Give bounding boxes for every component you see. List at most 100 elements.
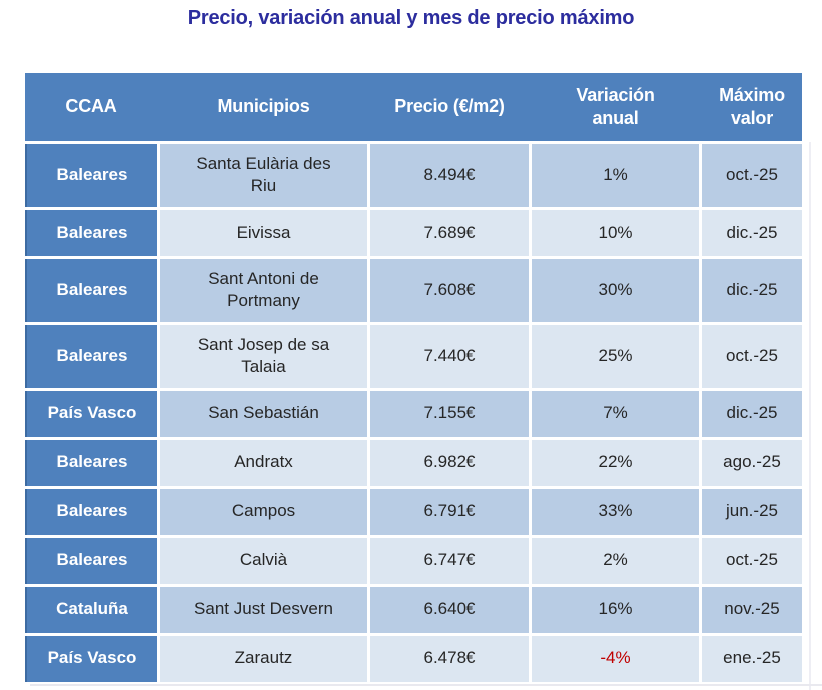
cell-maximo-value: jun.-25: [726, 501, 778, 521]
cell-ccaa-value: Baleares: [56, 452, 128, 472]
cell-precio-value: 7.689€: [423, 222, 476, 242]
cell-variacion: 1%: [532, 144, 699, 207]
cell-municipio-value: Santa Eulària des Riu: [196, 154, 331, 196]
column-header-maximo: Máximo valor: [702, 73, 802, 141]
cell-variacion: 25%: [532, 324, 699, 388]
cell-maximo: dic.-25: [702, 390, 802, 437]
cell-municipio: Calvià: [160, 537, 367, 584]
cell-precio: 7.608€: [370, 258, 529, 322]
cell-precio: 6.982€: [370, 439, 529, 486]
cell-ccaa: Baleares: [25, 537, 157, 584]
cell-variacion-value: -4%: [600, 648, 631, 668]
cell-maximo: jun.-25: [702, 488, 802, 535]
table-row: País Vasco San Sebastián 7.155€ 7% dic.-25: [25, 390, 802, 437]
bottom-edge-hairline: [30, 684, 822, 686]
cell-variacion: 2%: [532, 537, 699, 584]
cell-precio: 6.747€: [370, 537, 529, 584]
cell-variacion-value: 2%: [603, 550, 628, 570]
column-header-label: Precio (€/m2): [394, 96, 505, 117]
cell-ccaa: Baleares: [25, 144, 157, 207]
cell-maximo: dic.-25: [702, 258, 802, 322]
table-header-row: CCAA Municipios Precio (€/m2) Variación anu…: [25, 73, 802, 141]
cell-maximo: nov.-25: [702, 586, 802, 633]
cell-ccaa: Baleares: [25, 258, 157, 322]
cell-ccaa-value: País Vasco: [47, 648, 137, 668]
cell-ccaa-value: País Vasco: [47, 403, 137, 423]
cell-ccaa-value: Baleares: [56, 345, 128, 365]
cell-municipio-value: Calvià: [239, 550, 288, 570]
table-row: Baleares Eivissa 7.689€ 10% dic.-25: [25, 209, 802, 256]
price-table: CCAA Municipios Precio (€/m2) Variación anu…: [25, 73, 802, 682]
cell-municipio: San Sebastián: [160, 390, 367, 437]
column-header-ccaa: CCAA: [25, 73, 157, 141]
cell-municipio-value: Andratx: [234, 452, 293, 472]
cell-precio: 7.440€: [370, 324, 529, 388]
cell-precio-value: 6.747€: [423, 550, 476, 570]
cell-precio: 7.689€: [370, 209, 529, 256]
cell-variacion: 7%: [532, 390, 699, 437]
cell-maximo: ago.-25: [702, 439, 802, 486]
cell-municipio: Zarautz: [160, 635, 367, 682]
table-body: Baleares Santa Eulària des Riu 8.494€ 1% oct…: [25, 144, 802, 682]
cell-precio-value: 6.982€: [423, 452, 476, 472]
table-row: Cataluña Sant Just Desvern 6.640€ 16% nov.-2…: [25, 586, 802, 633]
cell-maximo-value: oct.-25: [726, 550, 778, 570]
cell-ccaa: País Vasco: [25, 635, 157, 682]
cell-maximo: dic.-25: [702, 209, 802, 256]
cell-variacion-value: 33%: [598, 501, 633, 521]
cell-precio: 6.478€: [370, 635, 529, 682]
cell-ccaa: Baleares: [25, 209, 157, 256]
cell-variacion: 10%: [532, 209, 699, 256]
cell-municipio: Sant Antoni de Portmany: [160, 258, 367, 322]
cell-variacion: 33%: [532, 488, 699, 535]
cell-maximo-value: oct.-25: [726, 345, 778, 365]
cell-variacion-value: 7%: [603, 403, 628, 423]
cell-variacion-value: 10%: [598, 222, 633, 242]
cell-maximo: oct.-25: [702, 144, 802, 207]
cell-municipio-value: Zarautz: [234, 648, 293, 668]
chart-title: Precio, variación anual y mes de precio …: [187, 7, 635, 29]
cell-municipio-value: Sant Just Desvern: [194, 599, 333, 619]
cell-ccaa-value: Baleares: [56, 280, 128, 300]
cell-maximo: oct.-25: [702, 324, 802, 388]
cell-precio-value: 6.791€: [423, 501, 476, 521]
cell-ccaa-value: Baleares: [56, 165, 128, 185]
cell-municipio-value: Sant Antoni de Portmany: [208, 268, 319, 311]
cell-variacion-value: 30%: [598, 280, 633, 300]
table-row: Baleares Calvià 6.747€ 2% oct.-25: [25, 537, 802, 584]
table-row: Baleares Santa Eulària des Riu 8.494€ 1% oct…: [25, 144, 802, 207]
cell-precio: 6.640€: [370, 586, 529, 633]
cell-maximo: oct.-25: [702, 537, 802, 584]
cell-precio-value: 7.155€: [423, 403, 476, 423]
column-header-variacion: Variación anual: [532, 73, 699, 141]
cell-municipio: Sant Just Desvern: [160, 586, 367, 633]
cell-municipio: Sant Josep de sa Talaia: [160, 324, 367, 388]
right-edge-hairline: [809, 142, 811, 690]
cell-variacion-value: 25%: [598, 345, 633, 365]
cell-precio-value: 8.494€: [423, 165, 476, 185]
cell-variacion: 22%: [532, 439, 699, 486]
cell-precio-value: 6.640€: [423, 599, 476, 619]
cell-precio-value: 7.440€: [423, 345, 476, 365]
cell-ccaa-value: Cataluña: [56, 599, 128, 619]
cell-municipio: Campos: [160, 488, 367, 535]
table-row: Baleares Andratx 6.982€ 22% ago.-25: [25, 439, 802, 486]
cell-municipio-value: Sant Josep de sa Talaia: [197, 334, 330, 377]
table-row: Baleares Sant Antoni de Portmany 7.608€ 30%…: [25, 258, 802, 322]
column-header-label: Variación anual: [576, 84, 655, 128]
cell-ccaa: Baleares: [25, 324, 157, 388]
cell-ccaa-value: Baleares: [56, 550, 128, 570]
table-row: Baleares Campos 6.791€ 33% jun.-25: [25, 488, 802, 535]
cell-maximo-value: ago.-25: [723, 452, 781, 472]
cell-municipio: Andratx: [160, 439, 367, 486]
cell-ccaa: Baleares: [25, 439, 157, 486]
cell-municipio: Eivissa: [160, 209, 367, 256]
cell-precio-value: 6.478€: [423, 648, 476, 668]
cell-maximo-value: dic.-25: [726, 280, 778, 300]
cell-variacion: 16%: [532, 586, 699, 633]
cell-ccaa-value: Baleares: [56, 501, 128, 521]
cell-precio: 8.494€: [370, 144, 529, 207]
cell-maximo: ene.-25: [702, 635, 802, 682]
table-row: Baleares Sant Josep de sa Talaia 7.440€ 25%…: [25, 324, 802, 388]
cell-municipio-value: Campos: [231, 501, 296, 521]
